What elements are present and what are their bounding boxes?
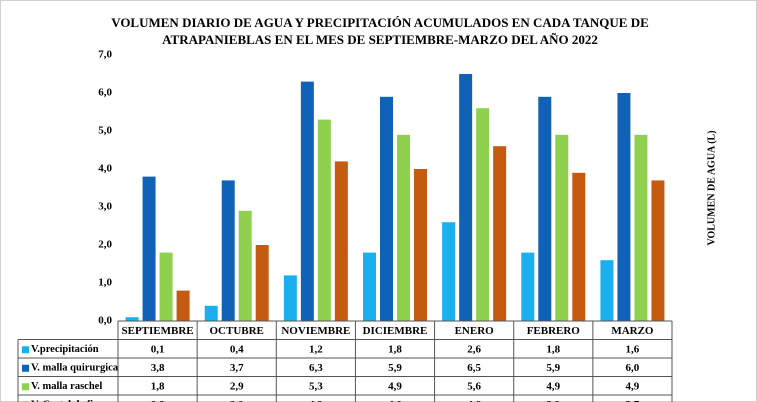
table-cell: 2,0 (230, 399, 244, 402)
bar (634, 134, 648, 321)
bar (538, 96, 552, 321)
legend-label: V. malla raschel (31, 381, 102, 392)
x-tick-label: OCTUBRE (210, 325, 264, 337)
x-tick-label: FEBRERO (527, 325, 581, 337)
bar (572, 172, 586, 321)
legend-key (22, 383, 29, 391)
bar (283, 275, 297, 321)
bar (600, 260, 614, 321)
bar (414, 169, 427, 321)
y-tick-label: 5,0 (98, 125, 112, 137)
table-cell: 5,6 (467, 380, 481, 392)
bar (334, 161, 348, 321)
table-cell: 3,7 (230, 362, 244, 374)
bar (125, 317, 139, 321)
bar (617, 93, 631, 321)
table-cell: 1,8 (546, 343, 560, 355)
bar (300, 81, 314, 321)
table-cell: 1,8 (151, 380, 165, 392)
x-tick-label: MARZO (611, 325, 654, 337)
bar (363, 252, 376, 321)
table-cell: 6,3 (309, 362, 323, 374)
bar (255, 245, 269, 321)
table-cell: 1,6 (626, 343, 640, 355)
x-tick-label: DICIEMBRE (363, 325, 428, 337)
table-cell: 2,9 (230, 380, 244, 392)
table-cell: 1,8 (388, 343, 402, 355)
legend-key (22, 346, 29, 354)
x-tick-label: ENERO (455, 325, 495, 337)
bar (476, 108, 490, 321)
bar (176, 290, 190, 321)
table-cell: 5,9 (388, 362, 402, 374)
bar (380, 96, 393, 321)
table-cell: 6,5 (467, 362, 481, 374)
table-cell: 4,9 (626, 380, 640, 392)
legend-label: V. Costal de fique (31, 400, 110, 402)
table-cell: 4,2 (309, 399, 323, 402)
bar (493, 146, 507, 321)
bar (159, 252, 173, 321)
table-cell: 3,9 (546, 399, 560, 402)
table-cell: 5,9 (546, 362, 560, 374)
bar (142, 176, 156, 321)
table-cell: 0,1 (151, 343, 165, 355)
bar (317, 119, 331, 321)
table-cell: 1,2 (309, 343, 323, 355)
y-tick-label: 3,0 (98, 201, 112, 213)
bar (555, 134, 569, 321)
table-cell: 4,6 (467, 399, 481, 402)
y-tick-label: 4,0 (98, 163, 112, 175)
legend-label: V.precipitación (31, 344, 99, 355)
y-tick-label: 2,0 (98, 239, 112, 251)
bar (221, 180, 235, 321)
bar (238, 210, 252, 321)
y-axis-label: VOLUMEN DE AGUA (L) (706, 130, 717, 245)
bar (397, 134, 410, 321)
table-cell: 4,9 (388, 380, 402, 392)
table-cell: 0,8 (151, 399, 165, 402)
y-tick-label: 0,0 (98, 315, 112, 327)
y-tick-label: 6,0 (98, 87, 112, 99)
chart-title: ATRAPANIEBLAS EN EL MES DE SEPTIEMBRE-MA… (162, 32, 598, 47)
x-tick-label: NOVIEMBRE (281, 325, 350, 337)
table-cell: 2,6 (467, 343, 481, 355)
table-cell: 3,8 (151, 362, 165, 374)
x-tick-label: SEPTIEMBRE (122, 325, 194, 337)
table-cell: 6,0 (626, 362, 640, 374)
y-tick-label: 1,0 (98, 277, 112, 289)
legend-label: V. malla quirurgica (31, 363, 119, 374)
bar (442, 222, 456, 321)
y-tick-label: 7,0 (98, 49, 112, 61)
bar (204, 305, 218, 321)
bar (459, 74, 473, 321)
table-cell: 4,9 (546, 380, 560, 392)
table-cell: 3,7 (626, 399, 640, 402)
chart-title: VOLUMEN DIARIO DE AGUA Y PRECIPITACIÓN A… (111, 15, 649, 30)
bar (521, 252, 535, 321)
table-cell: 5,3 (309, 380, 323, 392)
table-cell: 0,4 (230, 343, 244, 355)
bar (651, 180, 665, 321)
legend-key (22, 364, 29, 372)
table-cell: 4,0 (388, 399, 402, 402)
